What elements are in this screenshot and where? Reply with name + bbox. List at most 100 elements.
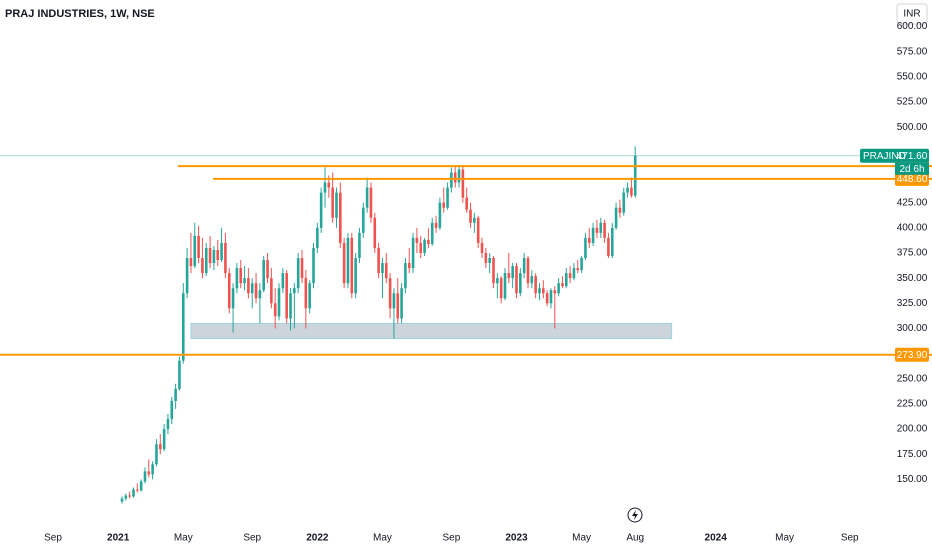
candle-body (250, 283, 254, 294)
x-tick-label: May (775, 533, 794, 544)
candle-body (377, 247, 380, 274)
candle-body (174, 388, 177, 401)
x-tick-label: Aug (626, 533, 644, 544)
candle-body (270, 278, 273, 304)
x-tick-label: 2021 (107, 533, 130, 544)
candle-body (197, 235, 200, 259)
candle-body (189, 258, 193, 267)
candle-body (538, 288, 541, 294)
candle-body (388, 278, 392, 309)
candle-body (545, 293, 549, 304)
candle-body (231, 288, 235, 309)
candle-body (239, 268, 243, 284)
candle-body (369, 187, 373, 218)
candle-body (499, 278, 503, 299)
candle-body (503, 273, 507, 299)
candle-body (618, 207, 622, 213)
candle-body (515, 266, 518, 294)
candle-body (185, 258, 189, 294)
candle-body (358, 232, 361, 259)
candle-body (235, 268, 239, 289)
candle-body (404, 263, 407, 289)
candle-body (281, 273, 285, 289)
candle-body (492, 258, 495, 284)
candle-body (243, 278, 246, 284)
candle-body (465, 197, 469, 210)
candle-body (304, 278, 308, 309)
candle-body (323, 182, 327, 193)
countdown-label: 2d 6h (899, 164, 924, 175)
y-tick-label: 600.00 (897, 21, 928, 32)
y-tick-label: 550.00 (897, 72, 928, 83)
candle-body (411, 237, 415, 269)
candle-body (434, 222, 438, 228)
candle-body (373, 217, 377, 248)
candle-body (266, 260, 269, 279)
x-tick-label: 2024 (705, 533, 728, 544)
candle-body (136, 489, 139, 491)
y-tick-label: 200.00 (897, 424, 928, 435)
events-icon[interactable] (627, 507, 643, 523)
y-tick-label: 375.00 (897, 248, 928, 259)
candle-body (630, 187, 633, 196)
candle-body (568, 273, 572, 279)
candle-body (151, 464, 154, 475)
currency-label[interactable]: INR (903, 9, 920, 20)
candle-body (124, 495, 128, 499)
candle-body (212, 249, 216, 264)
candle-body (507, 273, 511, 279)
y-tick-label: 225.00 (897, 399, 928, 410)
candle-body (626, 187, 629, 193)
candle-body (158, 444, 162, 450)
event-bolt (632, 510, 638, 520)
candle-body (591, 227, 595, 243)
candle-body (296, 258, 300, 289)
candle-body (335, 192, 338, 218)
y-tick-label: 525.00 (897, 97, 928, 108)
candle-body (488, 258, 491, 264)
candle-body (580, 258, 583, 271)
candle-body (423, 239, 426, 253)
level-label-box (895, 347, 929, 362)
candle-body (419, 242, 423, 253)
candle-body (178, 360, 181, 389)
y-tick-label: 250.00 (897, 373, 928, 384)
candle-body (170, 400, 174, 420)
candle-body (576, 268, 580, 271)
candle-body (572, 268, 576, 279)
candle-body (350, 237, 354, 294)
candle-body (312, 247, 315, 284)
candle-body (162, 429, 166, 450)
candle-body (480, 242, 484, 253)
candle-body (557, 283, 560, 294)
x-tick-label: Sep (44, 533, 62, 544)
candle-body (396, 293, 400, 319)
candle-body (400, 288, 403, 319)
candle-body (204, 247, 208, 274)
currency-button[interactable] (896, 3, 928, 25)
y-tick-label: 150.00 (897, 474, 928, 485)
candle-body (427, 239, 430, 244)
candle-body (461, 169, 465, 198)
last-price-box (860, 148, 929, 163)
x-tick-label: Sep (841, 533, 859, 544)
candle-body (453, 172, 457, 183)
candle-body (564, 273, 568, 287)
candle-body (519, 273, 522, 294)
candle-body (273, 303, 277, 317)
candle-body (128, 495, 131, 497)
candle-body (147, 471, 151, 475)
candle-body (561, 283, 564, 287)
candle-body (319, 192, 323, 228)
candle-body (595, 227, 599, 233)
candle-body (277, 288, 281, 317)
candle-body (438, 202, 442, 228)
candle-body (534, 276, 537, 294)
candle-body (526, 258, 530, 284)
candle-body (469, 209, 472, 223)
candle-body (327, 182, 331, 188)
candle-body (247, 278, 250, 294)
countdown-box (895, 162, 929, 175)
symbol-label: PRAJIND (863, 151, 906, 162)
candle-body (308, 283, 311, 309)
